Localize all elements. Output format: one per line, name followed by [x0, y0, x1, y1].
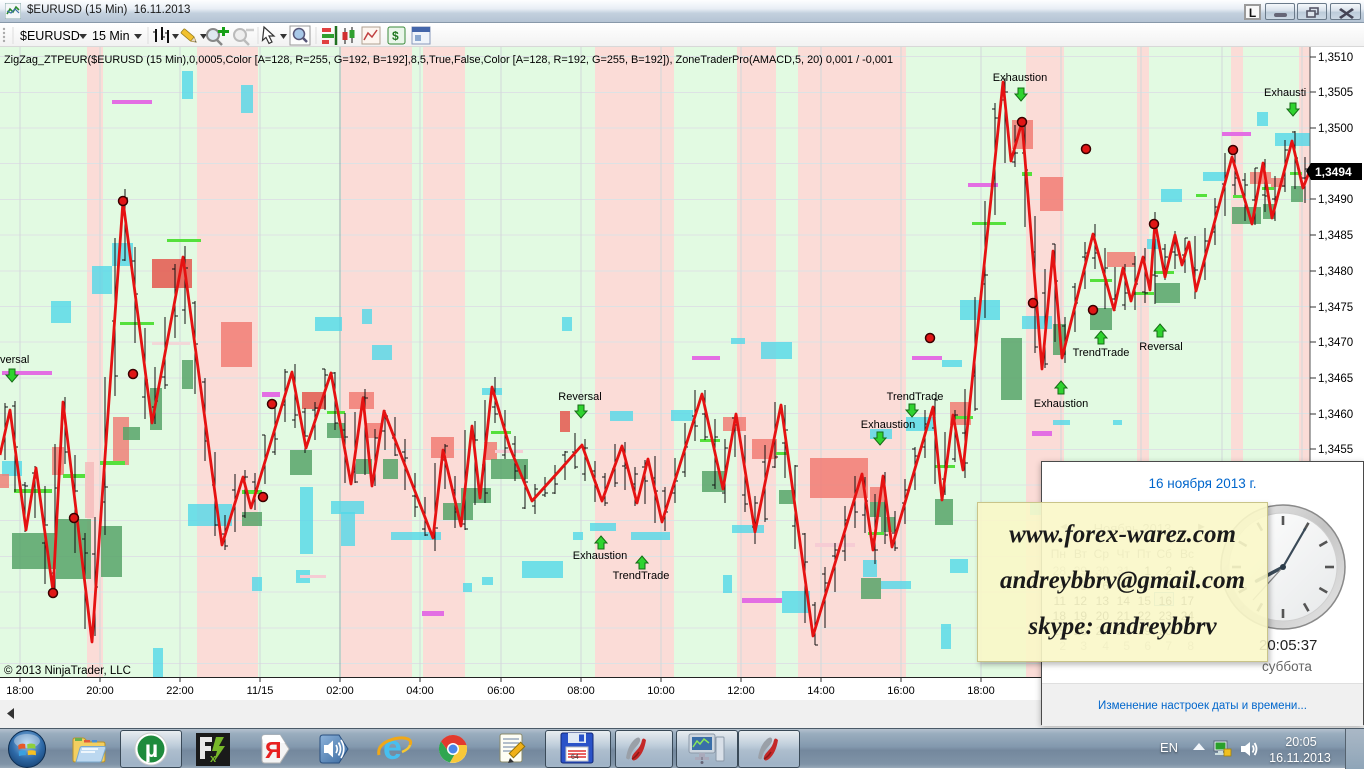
svg-text:TrendTrade: TrendTrade [1073, 347, 1130, 359]
svg-text:µ: µ [145, 736, 158, 762]
svg-text:1,3510: 1,3510 [1318, 52, 1353, 64]
svg-text:© 2013 NinjaTrader, LLC: © 2013 NinjaTrader, LLC [4, 665, 131, 677]
svg-text:1,3480: 1,3480 [1318, 266, 1353, 278]
svg-text:14:00: 14:00 [807, 685, 835, 697]
svg-text:Reversal: Reversal [558, 391, 601, 403]
svg-text:1,3490: 1,3490 [1318, 194, 1353, 206]
svg-text:1,3500: 1,3500 [1318, 123, 1353, 135]
svg-text:18:00: 18:00 [6, 685, 34, 697]
svg-text:10:00: 10:00 [647, 685, 675, 697]
svg-text:Я: Я [265, 737, 282, 763]
svg-text:64: 64 [571, 754, 579, 761]
svg-text:1,3455: 1,3455 [1318, 444, 1353, 456]
svg-text:1,3460: 1,3460 [1318, 409, 1353, 421]
svg-text:06:00: 06:00 [487, 685, 515, 697]
svg-text:1,3494: 1,3494 [1315, 165, 1352, 179]
svg-text:1,3475: 1,3475 [1318, 302, 1353, 314]
svg-text:11/15: 11/15 [247, 685, 274, 697]
svg-text:Exhaustion: Exhaustion [1034, 398, 1088, 410]
svg-text:1,3465: 1,3465 [1318, 373, 1353, 385]
svg-text:02:00: 02:00 [326, 685, 354, 697]
svg-text:TrendTrade: TrendTrade [613, 570, 670, 582]
svg-text:ZigZag_ZTPEUR($EURUSD (15 Min): ZigZag_ZTPEUR($EURUSD (15 Min),0,0005,Co… [4, 54, 893, 66]
svg-text:Exhaustion: Exhaustion [861, 419, 915, 431]
svg-text:22:00: 22:00 [166, 685, 194, 697]
svg-text:1,3505: 1,3505 [1318, 87, 1353, 99]
svg-text:Exhaustion: Exhaustion [993, 72, 1047, 84]
svg-text:TrendTrade: TrendTrade [887, 391, 944, 403]
svg-text:Exhausti: Exhausti [1264, 87, 1306, 99]
svg-text:Reversal: Reversal [1139, 341, 1182, 353]
svg-text:versal: versal [0, 354, 29, 366]
svg-text:1,3485: 1,3485 [1318, 230, 1353, 242]
svg-text:Exhaustion: Exhaustion [573, 550, 627, 562]
svg-text:12:00: 12:00 [727, 685, 755, 697]
svg-text:18:00: 18:00 [967, 685, 995, 697]
svg-text:08:00: 08:00 [567, 685, 595, 697]
svg-text:1,3470: 1,3470 [1318, 337, 1353, 349]
svg-text:04:00: 04:00 [406, 685, 434, 697]
svg-text:$EURUSD: $EURUSD [20, 29, 80, 43]
svg-text:$: $ [392, 29, 399, 43]
svg-text:e: e [383, 731, 402, 767]
svg-text:x: x [210, 753, 217, 765]
svg-text:15 Min: 15 Min [92, 29, 130, 43]
svg-text:16:00: 16:00 [887, 685, 915, 697]
svg-text:20:00: 20:00 [86, 685, 114, 697]
